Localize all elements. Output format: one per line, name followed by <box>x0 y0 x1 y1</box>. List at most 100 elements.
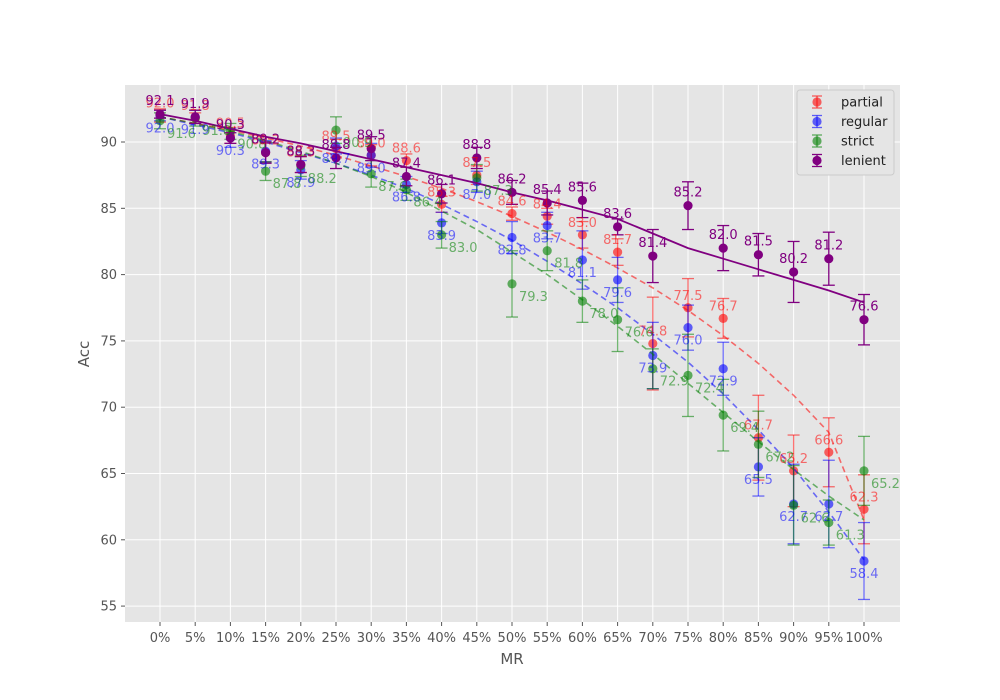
data-label-lenient: 89.2 <box>251 133 280 148</box>
data-label-strict: 86.4 <box>413 196 442 211</box>
data-label-lenient: 76.6 <box>850 300 879 315</box>
y-axis-label: Acc <box>75 341 93 368</box>
data-label-partial: 74.8 <box>638 325 667 340</box>
legend-item-partial: partial <box>812 95 883 111</box>
data-point-lenient <box>437 189 447 199</box>
data-labels-layer: 92.0 91.890.589.288.389.5 89.0 88.685.387.5… <box>146 94 900 582</box>
data-point-lenient <box>683 201 693 211</box>
data-label-regular: 76.0 <box>674 334 703 349</box>
data-point-lenient <box>613 222 623 232</box>
x-tick-label: 85% <box>744 631 773 646</box>
data-label-lenient: 81.4 <box>638 236 667 251</box>
data-point-partial <box>507 209 517 219</box>
y-axis-ticks: 55 60 65 70 75 80 85 90 <box>100 136 125 615</box>
x-tick-label: 90% <box>779 631 808 646</box>
data-label-partial: 65.2 <box>779 452 808 467</box>
x-tick-label: 20% <box>286 631 315 646</box>
data-point-lenient <box>190 112 200 122</box>
data-label-lenient: 86.1 <box>427 174 456 189</box>
data-label-lenient: 81.2 <box>814 239 843 254</box>
data-point-strict <box>613 315 623 325</box>
data-label-regular: 65.5 <box>744 473 773 488</box>
data-label-regular: 87.9 <box>286 176 315 191</box>
data-label-lenient: 88.8 <box>322 138 351 153</box>
data-label-partial: 88.3 <box>286 146 315 161</box>
x-axis-ticks: 0% 5% 10% 15% 20% 25% 30% 35% 40% 45% 50% 55% 60% 65%… <box>150 622 883 646</box>
series-layer <box>154 108 870 601</box>
data-point-strict <box>401 185 411 195</box>
x-tick-label: 95% <box>814 631 843 646</box>
x-tick-label: 50% <box>498 631 527 646</box>
data-label-partial: 84.4 <box>533 197 562 212</box>
legend-marker <box>812 136 822 146</box>
data-point-lenient <box>155 109 165 119</box>
data-point-regular <box>613 275 623 285</box>
legend-label: strict <box>841 135 874 150</box>
data-label-partial: 91.8 <box>181 99 210 114</box>
data-point-partial <box>718 313 728 323</box>
data-label-regular: 79.6 <box>603 286 632 301</box>
data-point-regular <box>542 220 552 231</box>
data-label-strict: 90.9 <box>343 136 372 151</box>
data-label-regular: 86.8 <box>392 190 421 205</box>
data-label-lenient: 81.5 <box>744 235 773 250</box>
data-label-lenient: 91.9 <box>181 97 210 112</box>
legend-item-regular: regular <box>812 114 888 130</box>
legend-box <box>796 89 895 176</box>
data-label-strict: 87.6 <box>378 180 407 195</box>
data-label-regular: 87.0 <box>462 188 491 203</box>
data-label-lenient: 90.3 <box>216 118 245 133</box>
data-label-lenient: 86.2 <box>498 172 527 187</box>
legend-marker <box>812 116 822 127</box>
x-tick-label: 15% <box>251 631 280 646</box>
data-point-strict <box>472 173 482 183</box>
x-tick-label: 25% <box>322 631 351 646</box>
data-point-strict <box>824 517 834 528</box>
x-tick-label: 65% <box>603 631 632 646</box>
legend-marker <box>812 97 822 107</box>
data-label-lenient: 85.2 <box>674 186 703 201</box>
x-tick-label: 75% <box>674 631 703 646</box>
data-point-partial <box>859 504 869 514</box>
data-label-strict: 91.6 <box>167 127 196 142</box>
data-label-strict: 81.8 <box>554 257 583 272</box>
data-point-strict <box>683 370 693 380</box>
data-point-lenient <box>225 133 235 143</box>
y-tick-label: 65 <box>100 467 117 482</box>
y-tick-label: 85 <box>100 202 117 217</box>
data-point-strict <box>507 279 517 289</box>
data-point-strict <box>859 466 869 476</box>
data-point-lenient <box>648 251 658 261</box>
data-label-partial: 76.7 <box>709 299 738 314</box>
data-point-regular <box>577 255 588 265</box>
data-label-partial: 87.5 <box>462 156 491 171</box>
data-point-strict <box>437 230 447 240</box>
data-label-lenient: 85.4 <box>533 183 562 198</box>
data-label-lenient: 85.6 <box>568 180 597 195</box>
data-label-regular: 89.3 <box>251 157 280 172</box>
x-tick-label: 55% <box>533 631 562 646</box>
y-tick-label: 60 <box>100 533 117 548</box>
x-tick-label: 60% <box>568 631 597 646</box>
data-point-strict <box>753 439 764 449</box>
data-point-lenient <box>366 144 376 154</box>
data-label-partial: 89.0 <box>357 136 386 151</box>
y-tick-label: 80 <box>100 268 117 283</box>
x-tick-label: 70% <box>638 631 667 646</box>
data-label-partial: 84.6 <box>498 195 527 210</box>
data-label-partial: 89.2 <box>251 134 280 149</box>
legend: partial regular strict lenient <box>796 89 895 176</box>
data-point-lenient <box>261 148 271 158</box>
data-label-lenient: 88.3 <box>286 145 315 160</box>
data-point-lenient <box>824 254 834 264</box>
data-point-strict <box>542 246 552 256</box>
data-label-partial: 81.7 <box>603 233 632 248</box>
data-label-regular: 81.1 <box>568 266 597 281</box>
x-tick-label: 100% <box>845 631 882 646</box>
data-label-partial: 88.6 <box>392 142 421 157</box>
data-point-lenient <box>507 187 517 197</box>
data-label-lenient: 92.1 <box>146 94 175 109</box>
data-label-partial: 77.5 <box>674 289 703 304</box>
data-label-partial: 62.3 <box>850 490 879 505</box>
data-point-lenient <box>859 315 869 325</box>
